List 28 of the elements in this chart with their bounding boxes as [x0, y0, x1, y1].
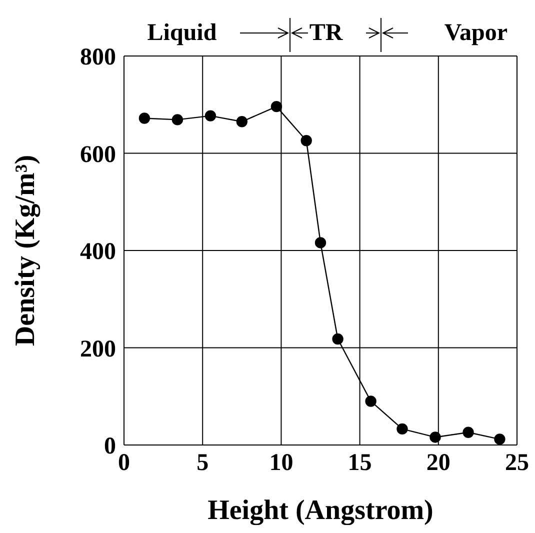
- y-axis-title: Density (Kg/m³): [10, 154, 41, 346]
- point: [204, 110, 216, 122]
- text: Vapor: [444, 20, 508, 46]
- point: [236, 116, 248, 128]
- x-tick-label: 10: [269, 450, 294, 476]
- text: TR: [309, 20, 344, 46]
- point: [172, 114, 184, 126]
- point: [462, 426, 474, 438]
- x-axis-title: Height (Angstrom): [208, 495, 434, 526]
- x-tick-label: 25: [505, 450, 529, 476]
- point: [138, 112, 150, 124]
- y-tick-label: 0: [104, 434, 116, 460]
- x-tick-label: 5: [196, 450, 209, 476]
- x-tick-label: 15: [348, 450, 372, 476]
- point: [300, 135, 312, 146]
- point: [314, 237, 326, 248]
- point: [396, 423, 408, 435]
- x-tick-label: 20: [426, 450, 450, 476]
- point: [494, 434, 506, 445]
- y-tick-label: 200: [80, 336, 116, 362]
- y-tick-label: 400: [80, 239, 116, 266]
- point: [270, 100, 282, 112]
- text: Liquid: [147, 20, 218, 46]
- point: [430, 432, 441, 443]
- y-tick-label: 800: [80, 44, 116, 71]
- y-tick-label: 600: [80, 142, 116, 168]
- point: [365, 396, 376, 407]
- point: [332, 333, 344, 345]
